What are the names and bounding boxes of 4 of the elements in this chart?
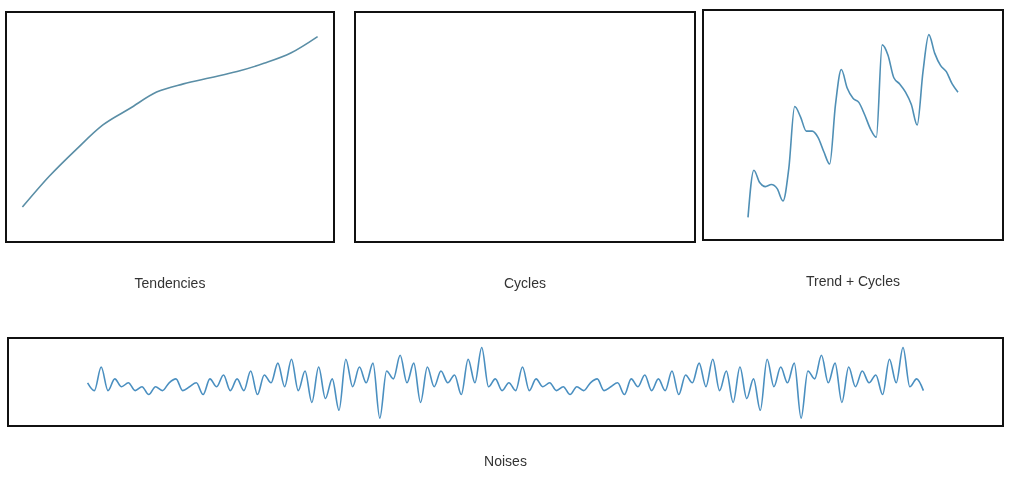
text: Cycles (503, 275, 547, 291)
x-axis-title: Noises (484, 453, 527, 469)
x-axis-title: Trend + Cycles (805, 273, 901, 289)
x-axis-title: Tendencies (134, 275, 206, 291)
